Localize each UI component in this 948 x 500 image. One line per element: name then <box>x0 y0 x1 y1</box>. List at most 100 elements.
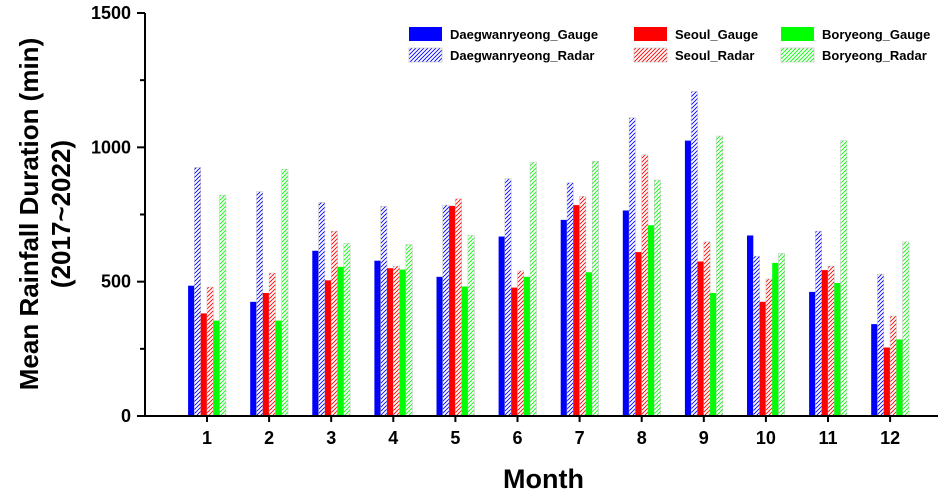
legend-swatch <box>780 47 815 63</box>
bar-boryeong-radar-month-1 <box>219 194 227 417</box>
x-tick-label: 8 <box>637 428 647 448</box>
legend-label: Seoul_Radar <box>675 48 754 63</box>
bar-seoul-gauge-month-12 <box>883 347 891 416</box>
legend-item-seoul-radar: Seoul_Radar <box>633 47 754 63</box>
y-tick-label: 500 <box>101 272 131 292</box>
bar-boryeong-gauge-month-12 <box>896 339 903 416</box>
bar-seoul-radar-month-9 <box>703 241 711 417</box>
bar-seoul-gauge-month-11 <box>821 270 828 416</box>
y-tick-label: 1500 <box>91 3 131 23</box>
bar-boryeong-gauge-month-6 <box>523 276 531 416</box>
bar-daegwanryeong-gauge-month-9 <box>684 140 692 416</box>
bar-daegwanryeong-radar-month-5 <box>442 204 450 417</box>
bar-boryeong-radar-month-4 <box>405 244 413 417</box>
x-tick-label: 12 <box>880 428 900 448</box>
bar-daegwanryeong-gauge-month-10 <box>747 235 754 416</box>
y-axis-title-line: (2017~2022) <box>46 140 76 288</box>
bar-seoul-radar-month-2 <box>268 272 276 417</box>
legend-item-boryeong-radar: Boryeong_Radar <box>780 47 927 63</box>
bar-boryeong-gauge-month-4 <box>399 269 406 416</box>
bar-seoul-gauge-month-8 <box>635 252 642 416</box>
bar-seoul-radar-month-10 <box>765 278 773 417</box>
legend-swatch <box>408 47 443 63</box>
bar-seoul-radar-month-7 <box>579 195 587 417</box>
y-tick-label: 0 <box>121 406 131 426</box>
bar-boryeong-radar-month-10 <box>778 253 786 417</box>
bar-daegwanryeong-radar-month-1 <box>194 167 201 417</box>
bar-boryeong-radar-month-8 <box>654 179 661 417</box>
bar-boryeong-gauge-month-2 <box>275 320 282 416</box>
bar-boryeong-radar-month-5 <box>467 235 475 417</box>
bar-boryeong-radar-month-2 <box>281 169 289 417</box>
bar-daegwanryeong-gauge-month-5 <box>436 276 443 416</box>
bar-boryeong-gauge-month-7 <box>585 272 593 416</box>
bar-seoul-gauge-month-2 <box>262 292 270 416</box>
bar-seoul-gauge-month-9 <box>697 261 704 416</box>
bar-boryeong-gauge-month-11 <box>834 283 841 416</box>
x-tick-label: 11 <box>818 428 837 448</box>
bar-seoul-radar-month-8 <box>641 154 649 417</box>
legend-item-seoul-gauge: Seoul_Gauge <box>634 27 758 42</box>
legend-label: Daegwanryeong_Gauge <box>450 27 598 42</box>
bar-seoul-gauge-month-10 <box>759 301 766 416</box>
bar-daegwanryeong-gauge-month-2 <box>250 301 257 416</box>
bar-boryeong-gauge-month-9 <box>710 292 717 416</box>
bar-boryeong-radar-month-7 <box>591 161 599 417</box>
bar-daegwanryeong-radar-month-7 <box>566 182 574 417</box>
y-axis-title-line: Mean Rainfall Duration (min) <box>14 38 44 390</box>
bar-daegwanryeong-gauge-month-11 <box>809 291 816 416</box>
bar-seoul-gauge-month-4 <box>387 268 394 416</box>
bar-seoul-gauge-month-5 <box>449 205 456 416</box>
bar-seoul-radar-month-4 <box>393 265 400 417</box>
y-tick-label: 1000 <box>91 137 131 157</box>
bars-group <box>188 91 910 417</box>
bar-boryeong-radar-month-3 <box>343 243 351 417</box>
legend-swatch <box>781 27 814 41</box>
x-tick-label: 9 <box>699 428 709 448</box>
bar-daegwanryeong-gauge-month-1 <box>188 285 195 416</box>
bar-daegwanryeong-radar-month-4 <box>380 206 388 417</box>
bar-seoul-radar-month-12 <box>889 315 897 417</box>
bar-boryeong-gauge-month-8 <box>648 225 655 416</box>
legend-label: Daegwanryeong_Radar <box>450 48 595 63</box>
bar-boryeong-radar-month-12 <box>902 241 910 417</box>
bar-daegwanryeong-radar-month-2 <box>256 191 264 417</box>
legend-swatch <box>633 47 668 63</box>
y-axis-title: Mean Rainfall Duration (min) (2017~2022) <box>14 38 76 390</box>
x-tick-label: 6 <box>512 428 522 448</box>
bar-daegwanryeong-radar-month-9 <box>690 91 698 417</box>
legend-swatch <box>409 27 442 41</box>
bar-daegwanryeong-radar-month-12 <box>877 273 885 417</box>
bar-seoul-radar-month-5 <box>455 198 462 417</box>
bar-seoul-gauge-month-1 <box>200 313 207 416</box>
legend: Daegwanryeong_Gauge Seoul_Gauge Boryeong_G… <box>408 27 930 63</box>
legend-item-daegwanryeong-radar: Daegwanryeong_Radar <box>408 47 595 63</box>
bar-daegwanryeong-gauge-month-8 <box>622 210 630 416</box>
bar-boryeong-gauge-month-5 <box>461 286 468 416</box>
x-axis-title: Month <box>503 464 584 494</box>
bar-daegwanryeong-gauge-month-6 <box>498 236 505 416</box>
bar-daegwanryeong-gauge-month-12 <box>871 324 878 416</box>
x-tick-label: 7 <box>575 428 585 448</box>
bar-daegwanryeong-radar-month-8 <box>628 117 636 417</box>
x-tick-label: 1 <box>202 428 212 448</box>
bar-daegwanryeong-gauge-month-7 <box>560 219 567 416</box>
bar-seoul-gauge-month-6 <box>511 287 518 416</box>
bar-boryeong-radar-month-9 <box>716 135 723 417</box>
bar-seoul-radar-month-3 <box>330 230 338 417</box>
bar-boryeong-gauge-month-1 <box>213 320 220 416</box>
bar-daegwanryeong-radar-month-10 <box>753 255 760 417</box>
bar-daegwanryeong-radar-month-6 <box>504 178 512 417</box>
bar-boryeong-radar-month-11 <box>840 140 848 417</box>
legend-item-daegwanryeong-gauge: Daegwanryeong_Gauge <box>409 27 598 42</box>
bar-daegwanryeong-radar-month-3 <box>318 202 326 417</box>
x-tick-label: 4 <box>388 428 398 448</box>
legend-label: Seoul_Gauge <box>675 27 758 42</box>
x-tick-label: 5 <box>450 428 460 448</box>
bar-seoul-radar-month-11 <box>827 265 835 417</box>
bar-daegwanryeong-gauge-month-3 <box>312 250 319 416</box>
x-tick-label: 2 <box>264 428 274 448</box>
bar-seoul-gauge-month-7 <box>573 205 580 416</box>
